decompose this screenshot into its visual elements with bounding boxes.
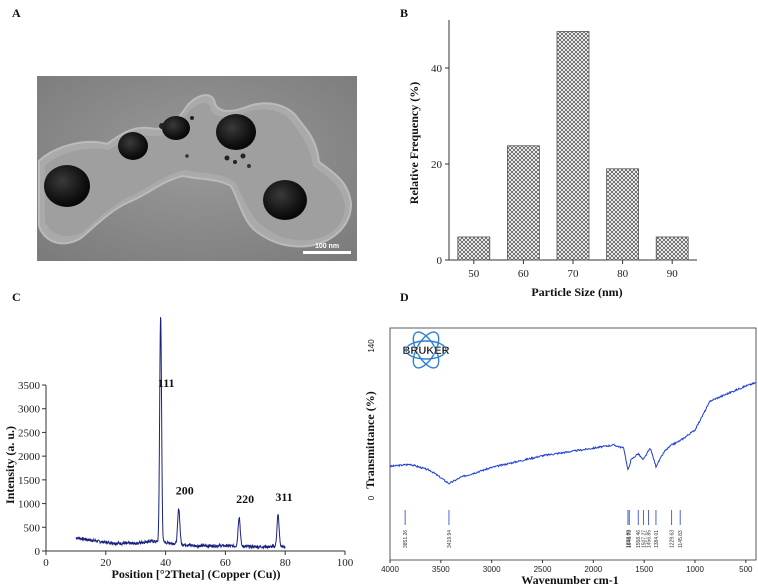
ftir-y-tick-label: 140: [367, 339, 376, 353]
nanoparticle-3: [162, 116, 190, 140]
tem-micrograph: 100 nm: [37, 76, 357, 261]
histogram-bar: [556, 31, 590, 261]
nanoparticle-5: [263, 180, 307, 220]
ftir-peak-marker-label: 3419.94: [447, 530, 453, 548]
xrd-x-tick-label: 60: [220, 557, 232, 569]
ftir-x-tick-label: 3500: [432, 565, 450, 574]
scale-bar: [303, 251, 351, 254]
histogram-y-axis-title: Relative Frequency (%): [407, 82, 421, 204]
small-particle: [240, 153, 246, 159]
ftir-x-tick-label: 3000: [483, 565, 501, 574]
histogram-x-axis-title: Particle Size (nm): [531, 285, 622, 299]
xrd-peak-label: 111: [158, 376, 175, 390]
ftir-peak-marker-label: 3851.26: [403, 530, 409, 548]
ftir-x-tick-label: 2500: [534, 565, 552, 574]
xrd-pattern-line: [75, 317, 286, 550]
small-particle: [159, 123, 165, 129]
xrd-y-tick-label: 0: [35, 546, 41, 558]
xrd-y-tick-label: 3500: [18, 380, 41, 392]
ftir-peak-marker-label: 1145.83: [678, 530, 684, 548]
nanoparticle-1: [44, 165, 90, 207]
xrd-y-tick-label: 1000: [18, 499, 41, 511]
xrd-y-tick-label: 1500: [18, 475, 41, 487]
histogram-y-tick-label: 0: [437, 255, 443, 267]
xrd-y-tick-label: 500: [24, 522, 41, 534]
ftir-x-tick-label: 1500: [635, 565, 653, 574]
histogram-x-tick-label: 50: [468, 268, 480, 280]
nanoparticle-2: [118, 132, 148, 160]
ftir-peak-marker-label: 1507.27: [641, 530, 647, 548]
small-particle: [190, 116, 194, 120]
ftir-x-tick-label: 4000: [381, 565, 399, 574]
panel-b-label: B: [400, 6, 409, 20]
histogram-bar: [606, 168, 639, 261]
ftir-peak-marker-label: 1558.46: [636, 530, 642, 548]
ftir-peak-marker-label: 1229.63: [670, 530, 676, 548]
ftir-y-axis-title: Transmittance (%): [363, 391, 377, 488]
histogram-x-tick-label: 90: [667, 268, 679, 280]
xrd-y-axis-title: Intensity (a. u.): [3, 426, 17, 504]
xrd-plot-area: 0 500 1000 1500 2000 2500 3000 3500 0 20 40 60 80 100…: [18, 317, 354, 569]
xrd-peak-label: 220: [236, 492, 254, 506]
small-particle: [247, 164, 251, 168]
histogram-y-tick-label: 20: [431, 159, 443, 171]
histogram-plot-area: 0 20 40 50 60 70 80 90: [431, 20, 697, 280]
xrd-peak-label: 311: [275, 490, 292, 504]
xrd-y-tick-label: 2000: [18, 451, 41, 463]
ftir-peak-marker-label: 1659.60: [626, 530, 632, 548]
histogram-x-tick-label: 70: [568, 268, 580, 280]
histogram-chart: 0 20 40 50 60 70 80 90 Relative Frequency (%) P…: [407, 20, 697, 299]
bruker-logo: BRUKER: [402, 331, 450, 369]
xrd-x-tick-label: 20: [100, 557, 112, 569]
ftir-x-axis-title: Wavenumber cm-1: [521, 573, 618, 587]
xrd-peak-label: 200: [176, 483, 194, 497]
xrd-x-axis-title: Position [°2Theta] (Copper (Cu)): [112, 567, 281, 581]
xrd-x-tick-label: 0: [43, 557, 49, 569]
ftir-y-tick-label: 0: [367, 495, 376, 500]
panel-a-label: A: [12, 6, 21, 20]
bruker-logo-text: BRUKER: [402, 345, 449, 357]
panel-c-label: C: [12, 290, 21, 304]
xrd-y-tick-label: 3000: [18, 404, 41, 416]
xrd-x-tick-label: 80: [280, 557, 292, 569]
ftir-x-tick-label: 500: [739, 565, 753, 574]
small-particle: [233, 160, 237, 164]
histogram-x-tick-label: 60: [518, 268, 530, 280]
histogram-x-tick-label: 80: [617, 268, 629, 280]
ftir-peak-marker-label: 1456.85: [647, 530, 653, 548]
panel-d-label: D: [400, 290, 409, 304]
xrd-x-tick-label: 40: [160, 557, 172, 569]
small-particle: [224, 155, 230, 161]
xrd-x-tick-label: 100: [337, 557, 354, 569]
small-particle: [185, 154, 189, 158]
xrd-y-tick-label: 2500: [18, 427, 41, 439]
ftir-peak-marker-label: 1384.01: [654, 530, 660, 548]
histogram-y-tick-label: 40: [431, 63, 443, 75]
histogram-bar: [506, 145, 540, 261]
ftir-frame: [389, 327, 757, 561]
nanoparticle-4: [216, 114, 256, 150]
ftir-peak-marker-label: 1646.73: [627, 530, 633, 548]
ftir-x-tick-label: 1000: [686, 565, 704, 574]
ftir-spectrum-line: [389, 381, 757, 485]
ftir-x-tick-label: 2000: [584, 565, 602, 574]
ftir-plot-area: 140 0 4000 3500 3000 2500 2000 1500 1000 500 3851.…: [367, 327, 757, 574]
scale-bar-label: 100 nm: [315, 243, 339, 250]
